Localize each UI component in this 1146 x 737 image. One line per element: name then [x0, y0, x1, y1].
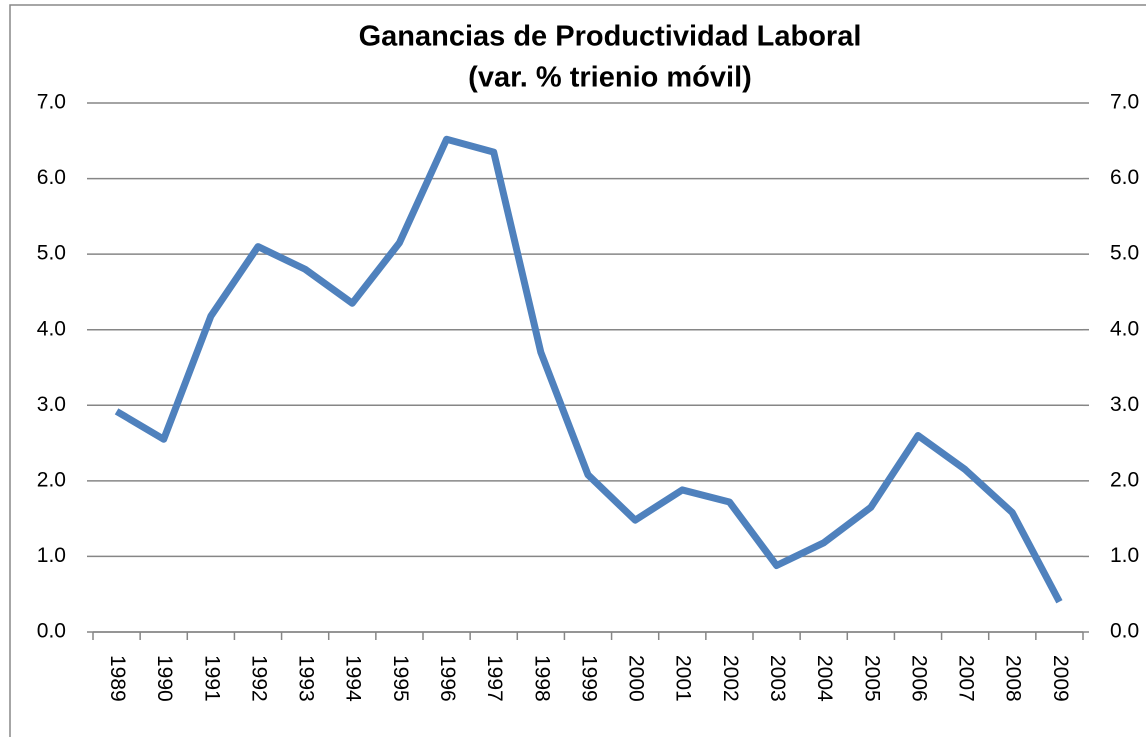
y-tick-label: 6.0 [37, 166, 66, 189]
x-tick-label: 2002 [719, 655, 742, 702]
y-tick-label: 3.0 [37, 393, 66, 416]
y-tick-label: 0.0 [37, 620, 66, 643]
y2-tick-label: 6.0 [1110, 166, 1139, 189]
chart-frame [9, 4, 1146, 737]
y-tick-label: 7.0 [37, 91, 66, 114]
chart-title: Ganancias de Productividad Laboral [359, 21, 862, 53]
data-line [114, 135, 1063, 604]
x-tick-label: 1991 [200, 655, 223, 702]
x-tick-label: 1992 [247, 655, 270, 702]
x-tick-label: 1990 [153, 655, 176, 702]
x-tick-label: 2003 [766, 655, 789, 702]
x-tick-label: 2005 [860, 655, 883, 702]
x-tick-label: 1996 [436, 655, 459, 702]
x-tick-label: 2009 [1049, 655, 1072, 702]
x-tick-label: 1999 [577, 655, 600, 702]
x-tick-label: 2000 [625, 655, 648, 702]
y-tick-label: 1.0 [37, 544, 66, 567]
x-tick-label: 1998 [530, 655, 553, 702]
x-tick-label: 2006 [907, 655, 930, 702]
y2-tick-label: 4.0 [1110, 317, 1139, 340]
x-tick-label: 2001 [672, 655, 695, 702]
x-tick-label: 2007 [955, 655, 978, 702]
y2-tick-label: 2.0 [1110, 468, 1139, 491]
chart-title: (var. % trienio móvil) [468, 62, 752, 94]
x-tick-label: 2008 [1002, 655, 1025, 702]
x-tick-label: 1994 [342, 655, 365, 702]
y2-tick-label: 3.0 [1110, 393, 1139, 416]
x-tick-label: 1989 [106, 655, 129, 702]
x-tick-label: 1997 [483, 655, 506, 702]
y-tick-label: 4.0 [37, 317, 66, 340]
x-tick-label: 1995 [389, 655, 412, 702]
x-tick-label: 2004 [813, 655, 836, 702]
y2-tick-label: 1.0 [1110, 544, 1139, 567]
y-tick-label: 5.0 [37, 242, 66, 265]
y2-tick-label: 0.0 [1110, 620, 1139, 643]
y2-tick-label: 7.0 [1110, 91, 1139, 114]
x-tick-label: 1993 [295, 655, 318, 702]
y2-tick-label: 5.0 [1110, 242, 1139, 265]
y-tick-label: 2.0 [37, 468, 66, 491]
